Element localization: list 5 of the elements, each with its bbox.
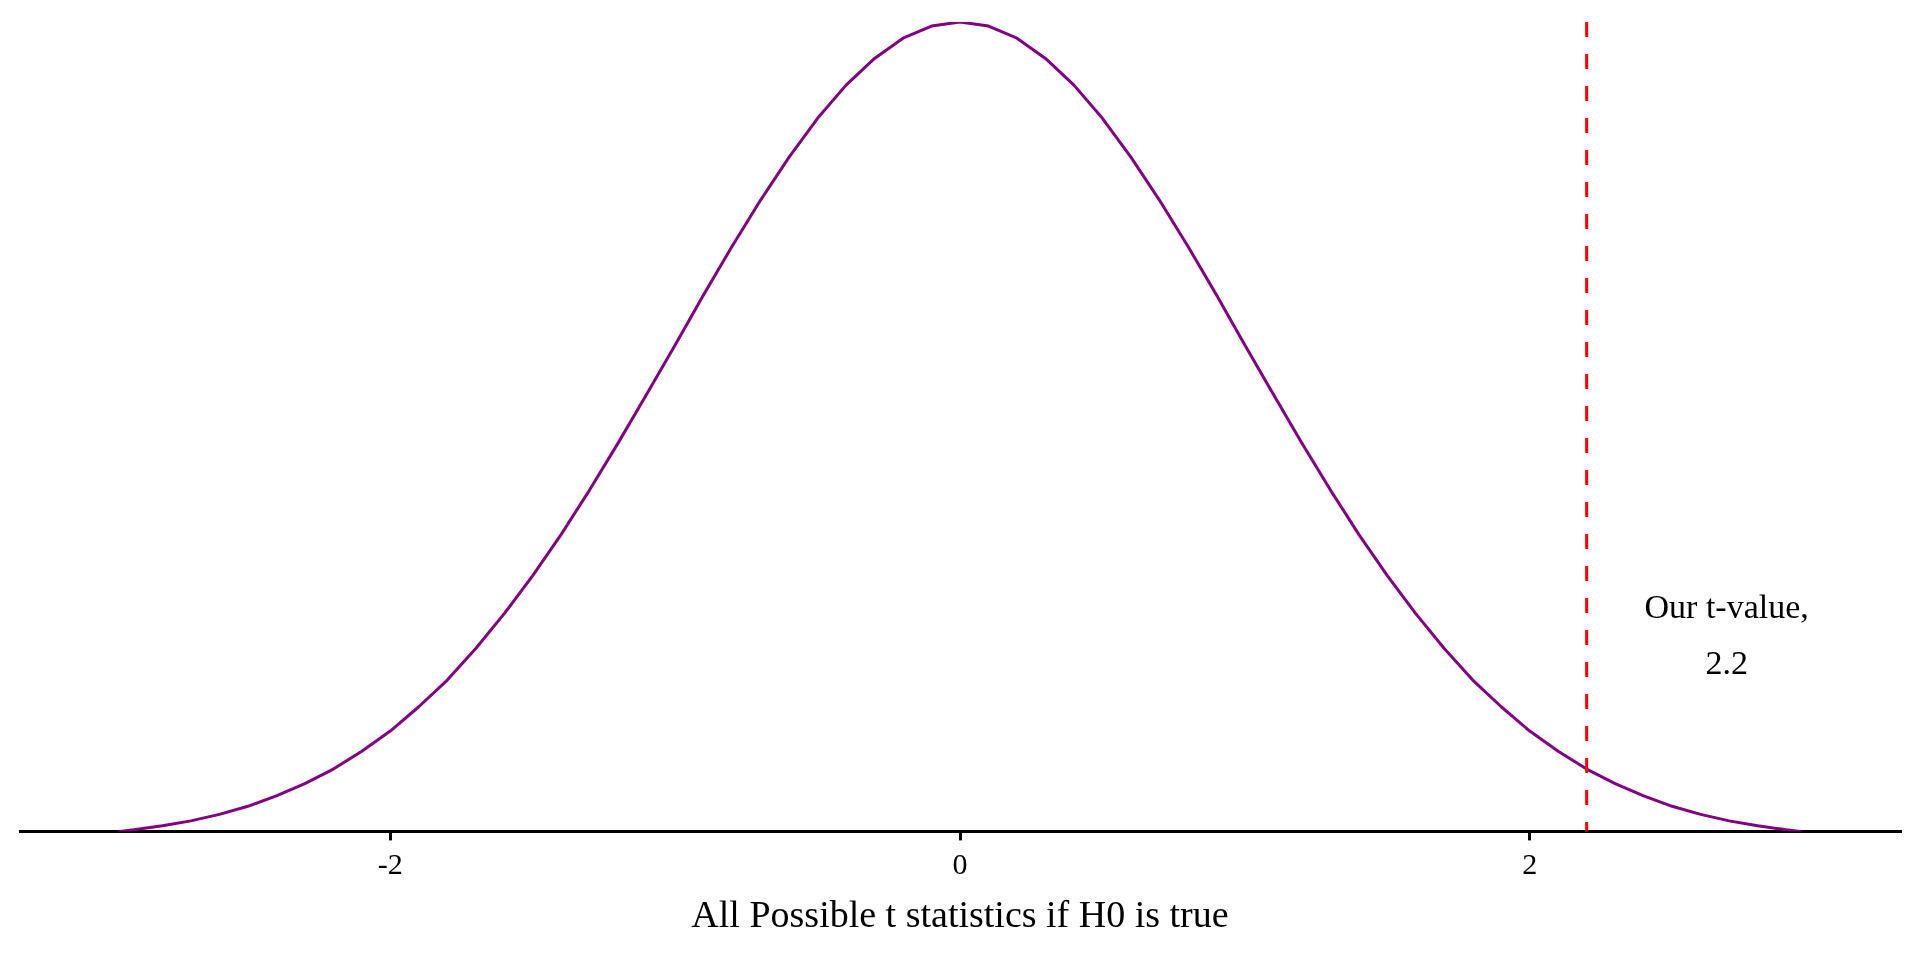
ref-line-label: Our t-value, 2.2 <box>1644 588 1809 682</box>
x-tick-label: 2 <box>1522 847 1538 881</box>
x-tick-label: 0 <box>952 847 968 881</box>
x-tick-label: -2 <box>377 847 403 881</box>
x-axis-title: All Possible t statistics if H0 is true <box>691 893 1229 936</box>
